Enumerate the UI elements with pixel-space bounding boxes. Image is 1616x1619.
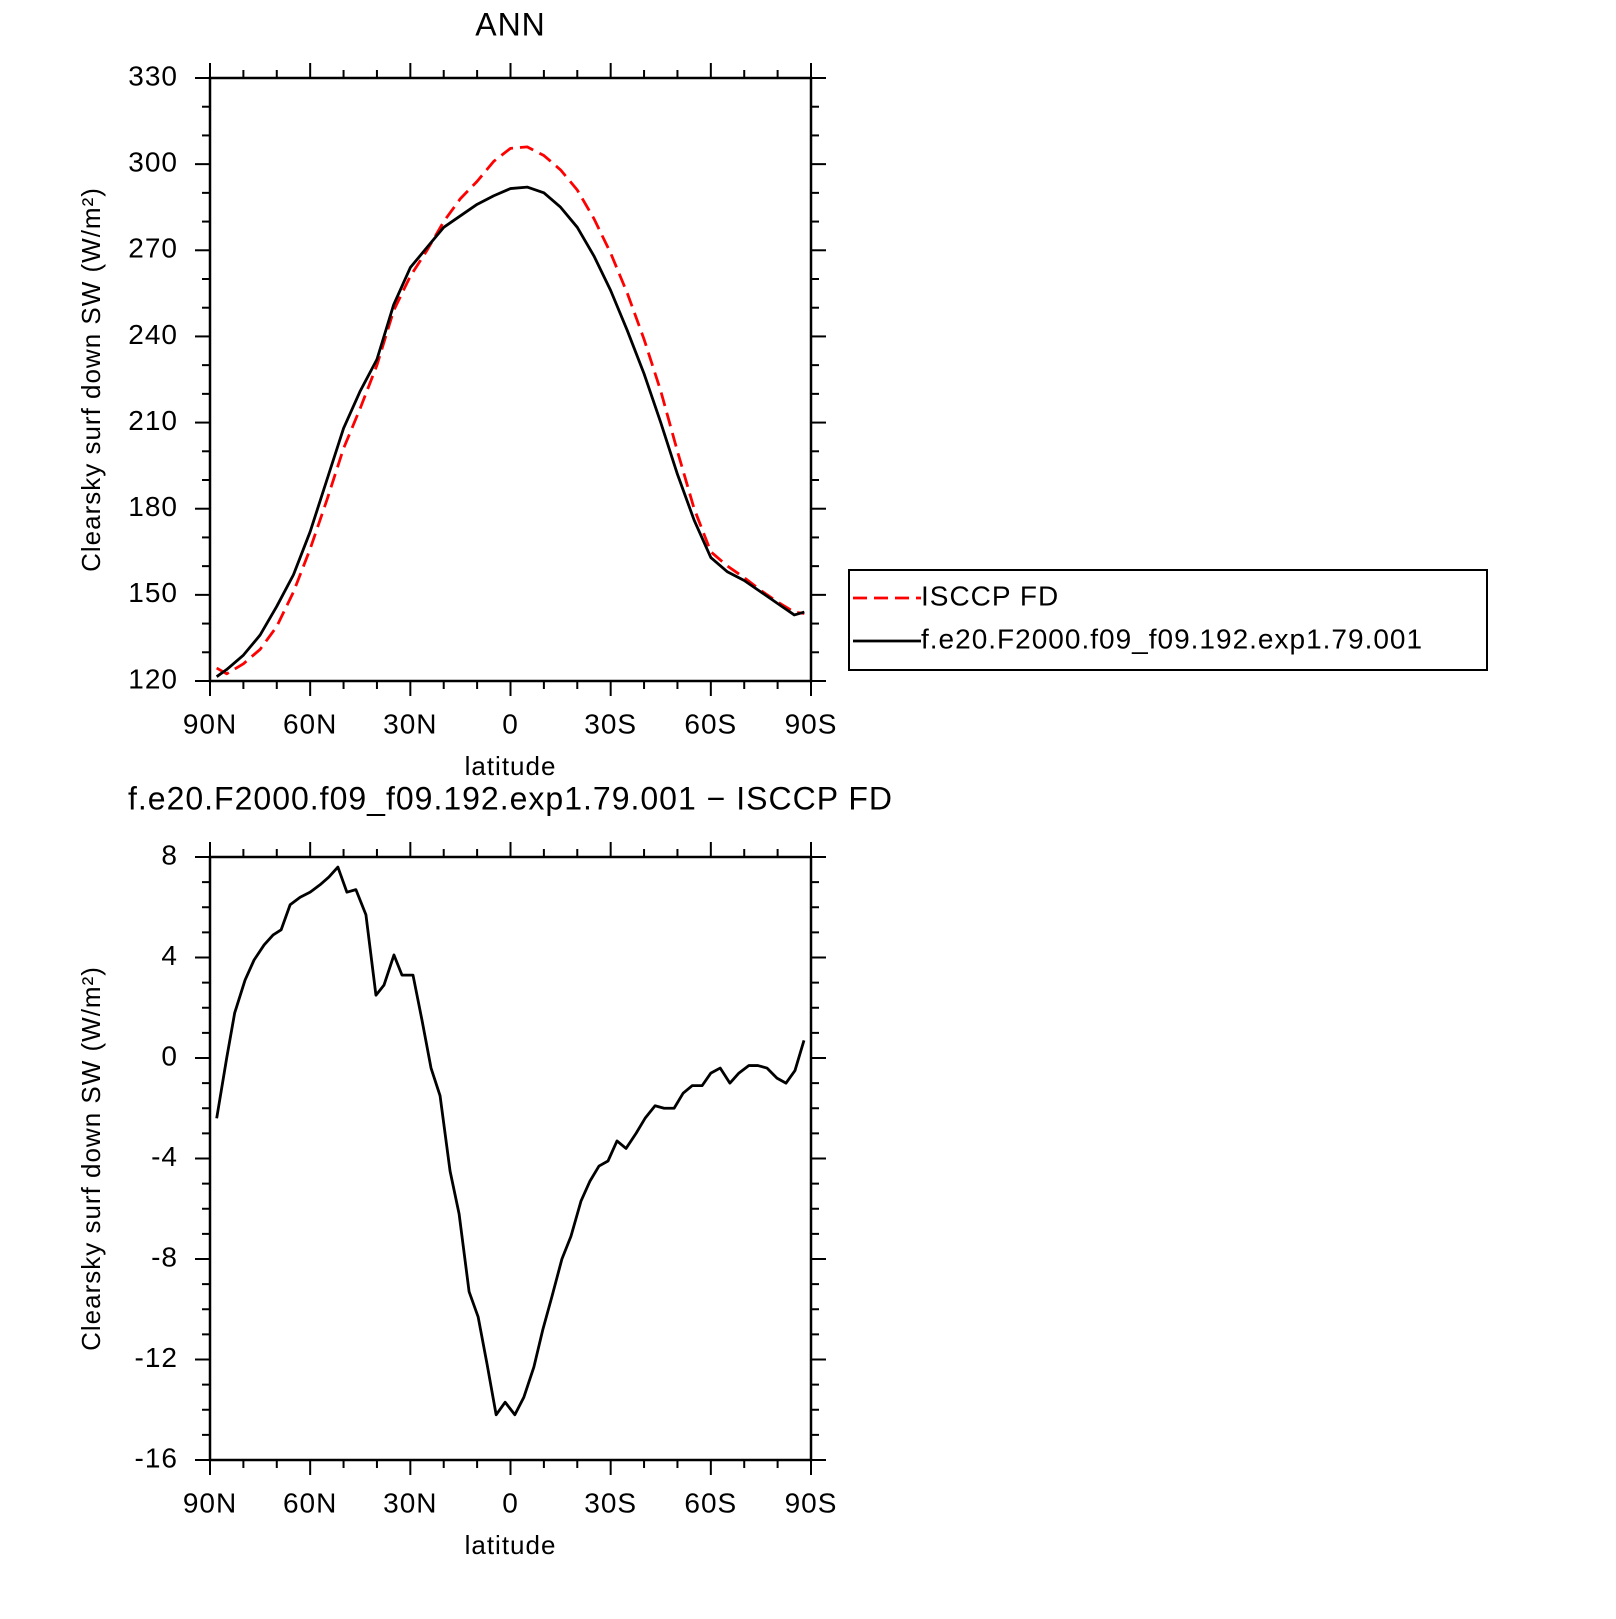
x-tick-label: 60S: [684, 708, 737, 739]
chart-title: ANN: [475, 6, 546, 42]
x-tick-label: 0: [502, 708, 519, 739]
x-tick-label: 90S: [785, 708, 838, 739]
legend-label: ISCCP FD: [921, 580, 1059, 611]
x-tick-label: 30S: [584, 1487, 637, 1518]
y-tick-label: 300: [128, 147, 178, 178]
y-tick-label: -8: [151, 1241, 178, 1272]
y-axis-label: Clearsky surf down SW (W/m²): [76, 966, 106, 1351]
y-tick-label: 0: [161, 1040, 178, 1071]
y-tick-label: 8: [161, 839, 178, 870]
x-tick-label: 90N: [183, 1487, 237, 1518]
series-line: [215, 865, 806, 1417]
x-tick-label: 60S: [684, 1487, 737, 1518]
y-tick-label: 270: [128, 233, 178, 264]
series-line: [215, 185, 805, 678]
y-tick-label: -12: [135, 1342, 178, 1373]
x-tick-label: 0: [502, 1487, 519, 1518]
y-tick-label: 150: [128, 577, 178, 608]
plot-frame: [208, 855, 813, 1462]
x-tick-label: 60N: [283, 1487, 337, 1518]
series-line: [215, 145, 805, 676]
chart-title: f.e20.F2000.f09_f09.192.exp1.79.001 − IS…: [128, 780, 893, 816]
y-axis-label: Clearsky surf down SW (W/m²): [76, 187, 106, 572]
y-tick-label: -16: [135, 1442, 178, 1473]
plot-frame: [208, 76, 813, 683]
y-tick-label: 240: [128, 319, 178, 350]
x-tick-label: 30S: [584, 708, 637, 739]
y-tick-label: 180: [128, 491, 178, 522]
x-axis-label: latitude: [465, 1530, 557, 1560]
y-tick-label: 210: [128, 405, 178, 436]
x-tick-label: 30N: [383, 1487, 437, 1518]
legend-box: [848, 569, 1488, 671]
y-tick-label: -4: [151, 1141, 178, 1172]
y-tick-label: 330: [128, 60, 178, 91]
legend-label: f.e20.F2000.f09_f09.192.exp1.79.001: [921, 623, 1423, 654]
x-axis-label: latitude: [465, 751, 557, 781]
x-tick-label: 90N: [183, 708, 237, 739]
y-tick-label: 120: [128, 663, 178, 694]
x-tick-label: 90S: [785, 1487, 838, 1518]
x-tick-label: 60N: [283, 708, 337, 739]
y-tick-label: 4: [161, 940, 178, 971]
x-tick-label: 30N: [383, 708, 437, 739]
